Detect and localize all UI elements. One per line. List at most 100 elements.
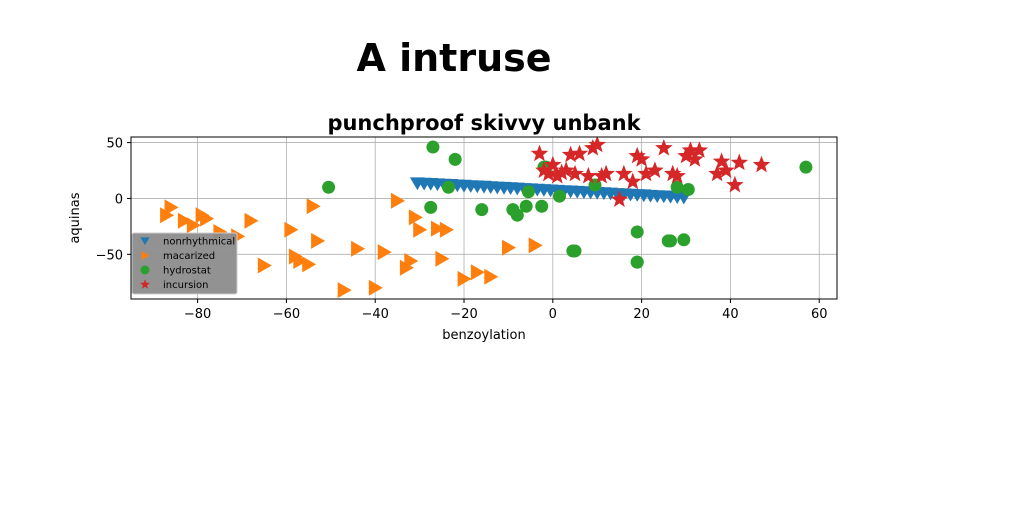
- macarized-point: [306, 198, 321, 215]
- incursion-point: [597, 164, 615, 182]
- macarized-point: [431, 220, 445, 237]
- macarized-point: [257, 257, 272, 274]
- x-tick-label: −40: [361, 307, 388, 322]
- macarized-point: [160, 207, 175, 224]
- y-tick-label: −50: [96, 248, 123, 263]
- legend: nonrhythmical macarized hydrostat incursion: [131, 232, 238, 295]
- incursion-point: [664, 164, 682, 182]
- incursion-point: [588, 137, 606, 153]
- x-tick-label: −60: [273, 307, 300, 322]
- incursion-point: [548, 166, 566, 184]
- incursion-point: [632, 150, 651, 167]
- macarized-point: [293, 253, 308, 269]
- incursion-point: [615, 164, 633, 182]
- incursion-point: [628, 146, 646, 164]
- hydrostat-point: [475, 203, 489, 217]
- incursion-point: [584, 139, 602, 156]
- macarized-point: [399, 259, 414, 276]
- macarized-point: [435, 250, 450, 267]
- macarized-point: [457, 270, 472, 287]
- incursion-point: [646, 161, 664, 178]
- macarized-point: [502, 239, 516, 256]
- x-tick-label: 0: [549, 307, 557, 322]
- hydrostat-point: [799, 160, 813, 174]
- legend-label-macarized: macarized: [163, 251, 215, 262]
- macarized-point: [470, 264, 485, 281]
- hydrostat-point: [426, 140, 440, 154]
- hydrostat-point: [681, 183, 695, 197]
- hydrostat-point: [535, 199, 549, 213]
- legend-marker-incursion: [140, 279, 150, 289]
- hydrostat-point: [510, 208, 524, 222]
- incursion-point: [535, 161, 553, 178]
- macarized-point: [377, 244, 392, 261]
- incursion-point: [561, 145, 580, 163]
- incursion-point: [566, 164, 584, 182]
- macarized-point: [413, 221, 428, 238]
- incursion-point: [708, 164, 726, 182]
- macarized-point: [484, 268, 499, 285]
- axis-ticks: −80 −60 −40 −20 0 20 40 60 −50 0 50: [96, 137, 828, 322]
- y-tick-label: 0: [115, 192, 123, 207]
- x-tick-label: −80: [184, 307, 211, 322]
- legend-marker-macarized: [141, 251, 150, 260]
- incursion-point: [681, 141, 700, 158]
- series-incursion: [530, 137, 771, 207]
- macarized-point: [408, 209, 423, 226]
- hydrostat-point: [630, 255, 644, 269]
- incursion-point: [655, 139, 673, 156]
- macarized-point: [404, 253, 419, 269]
- macarized-point: [311, 232, 326, 249]
- legend-label-hydrostat: hydrostat: [163, 266, 211, 277]
- data-points: [160, 137, 813, 299]
- macarized-point: [284, 221, 299, 238]
- hydrostat-point: [670, 180, 684, 194]
- legend-marker-nonrhythmical: [140, 237, 150, 246]
- incursion-point: [557, 161, 575, 178]
- x-tick-label: 40: [722, 307, 739, 322]
- hydrostat-point: [441, 180, 455, 194]
- incursion-point: [544, 155, 562, 173]
- incursion-point: [570, 144, 589, 162]
- incursion-point: [686, 150, 704, 167]
- incursion-point: [730, 153, 749, 171]
- macarized-point: [337, 282, 352, 299]
- macarized-point: [439, 221, 454, 238]
- incursion-point: [637, 164, 655, 182]
- legend-label-nonrhythmical: nonrhythmical: [163, 237, 235, 248]
- plot-frame: [130, 136, 838, 300]
- x-tick-label: 20: [633, 307, 650, 322]
- incursion-point: [717, 161, 735, 178]
- figure-suptitle: A intruse: [356, 36, 552, 80]
- chart-title: punchproof skivvy unbank: [327, 111, 641, 135]
- incursion-point: [579, 166, 598, 184]
- hydrostat-point: [521, 185, 535, 199]
- hydrostat-point: [568, 244, 582, 258]
- incursion-point: [726, 175, 744, 193]
- macarized-point: [177, 212, 192, 229]
- hydrostat-point: [424, 200, 438, 214]
- incursion-point: [553, 163, 571, 181]
- incursion-point: [592, 166, 611, 184]
- hydrostat-point: [630, 225, 644, 239]
- series-macarized: [160, 192, 543, 299]
- macarized-point: [186, 217, 201, 234]
- macarized-point: [302, 256, 317, 273]
- x-tick-label: 60: [811, 307, 828, 322]
- hydrostat-point: [677, 233, 691, 247]
- legend-label-incursion: incursion: [163, 280, 209, 291]
- incursion-point: [712, 152, 731, 169]
- incursion-point: [610, 190, 629, 207]
- macarized-point: [200, 210, 215, 227]
- legend-box: [131, 232, 238, 295]
- macarized-point: [351, 240, 366, 257]
- incursion-point: [690, 141, 709, 158]
- macarized-point: [368, 279, 383, 296]
- hydrostat-point: [448, 152, 462, 166]
- macarized-point: [391, 192, 405, 209]
- macarized-point: [528, 237, 543, 254]
- incursion-point: [539, 164, 558, 182]
- macarized-point: [164, 199, 179, 216]
